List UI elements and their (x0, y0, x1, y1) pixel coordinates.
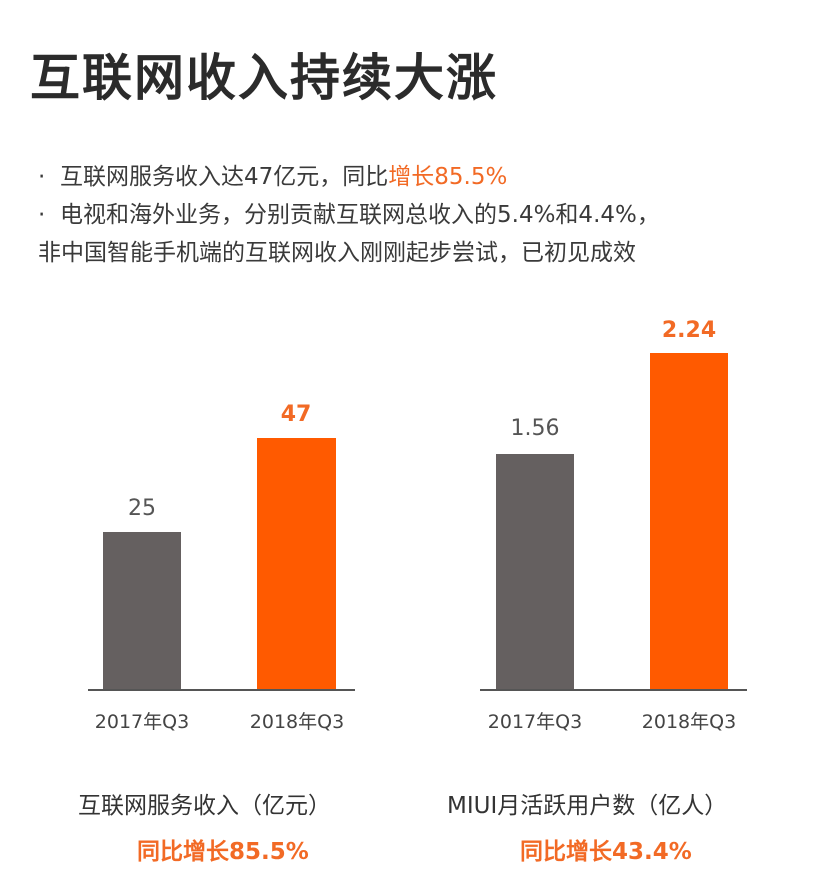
chart-internet-revenue: 25 47 2017年Q3 2018年Q3 (80, 300, 380, 733)
chart-miui-mau: 1.56 2.24 2017年Q3 2018年Q3 (472, 300, 772, 733)
growth-rate: 同比增长85.5% (137, 839, 309, 865)
bar-2018q3 (257, 438, 336, 689)
x-tick-label: 2017年Q3 (94, 711, 190, 733)
bullet-dot-icon: · (38, 164, 46, 190)
bullet-continuation: 非中国智能手机端的互联网收入刚刚起步尝试，已初见成效 (38, 234, 660, 272)
chart-caption: MIUI月活跃用户数（亿人） (447, 793, 728, 819)
value-label: 2.24 (661, 318, 717, 343)
value-label: 47 (280, 402, 312, 427)
x-axis-line (480, 689, 747, 691)
bullet-list: · 互联网服务收入达47亿元，同比增长85.5% · 电视和海外业务，分别贡献互… (38, 158, 660, 272)
bullet-highlight: 增长85.5% (388, 164, 508, 190)
chart-caption: 互联网服务收入（亿元） (78, 793, 331, 819)
growth-rate: 同比增长43.4% (520, 839, 692, 865)
value-label: 1.56 (510, 416, 560, 441)
bullet-dot-icon: · (38, 202, 46, 228)
bar-2018q3 (650, 353, 728, 689)
x-axis-line (88, 689, 355, 691)
bullet-text: 电视和海外业务，分别贡献互联网总收入的5.4%和4.4%， (60, 202, 660, 228)
bullet-text: 互联网服务收入达47亿元，同比增长85.5% (60, 164, 508, 190)
x-tick-label: 2018年Q3 (641, 711, 737, 733)
bar-2017q3 (496, 454, 574, 689)
value-label: 25 (128, 496, 156, 521)
bullet-item: · 互联网服务收入达47亿元，同比增长85.5% (38, 158, 660, 196)
page-title: 互联网收入持续大涨 (30, 49, 498, 107)
bullet-text: 非中国智能手机端的互联网收入刚刚起步尝试，已初见成效 (38, 240, 636, 266)
bullet-item: · 电视和海外业务，分别贡献互联网总收入的5.4%和4.4%， (38, 196, 660, 234)
x-tick-label: 2017年Q3 (487, 711, 583, 733)
bar-2017q3 (103, 532, 181, 689)
x-tick-label: 2018年Q3 (249, 711, 345, 733)
